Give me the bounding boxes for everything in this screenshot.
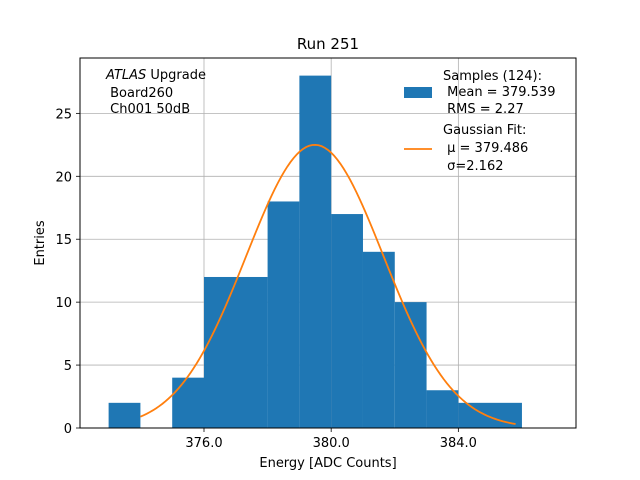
fit-curve-path (140, 143, 516, 425)
y-axis-label: Entries (33, 220, 48, 266)
histogram-bar (267, 201, 300, 428)
y-tick-label: 25 (55, 107, 72, 122)
legend-samples-rms: RMS = 2.27 (443, 102, 524, 117)
annotation-board: Board260 (106, 86, 173, 101)
y-tick-label: 15 (55, 233, 72, 248)
chart-title: Run 251 (297, 35, 359, 53)
histogram-bar (394, 302, 427, 428)
legend: Samples (124): Mean = 379.539 RMS = 2.27… (404, 69, 555, 174)
atlas-label: ATLAS (105, 68, 146, 83)
upgrade-label: Upgrade (146, 68, 206, 83)
x-tick-label: 376.0 (185, 436, 222, 451)
annotation-line-1: ATLAS Upgrade (105, 68, 206, 83)
y-tick-label: 10 (55, 296, 72, 311)
y-tick-label: 5 (64, 359, 72, 374)
legend-fit-title: Gaussian Fit: (443, 123, 526, 138)
legend-samples-title: Samples (124): (443, 69, 542, 84)
y-tick-label: 20 (55, 170, 72, 185)
x-tick-label: 384.0 (440, 436, 477, 451)
y-tick-label: 0 (64, 422, 72, 437)
legend-samples-patch (404, 87, 432, 98)
axis-ticks: 376.0 380.0 384.0 0 5 10 15 20 25 (55, 107, 477, 451)
histogram-bars (108, 75, 522, 428)
atlas-annotation: ATLAS Upgrade Board260 Ch001 50dB (105, 68, 206, 117)
histogram-bar (108, 402, 141, 428)
histogram-bar (299, 75, 332, 428)
annotation-channel: Ch001 50dB (106, 102, 190, 117)
x-tick-label: 380.0 (313, 436, 350, 451)
gaussian-fit-curve (140, 143, 516, 425)
histogram-bar (331, 214, 363, 428)
plot-frame (79, 57, 577, 429)
histogram-bar (204, 276, 268, 428)
histogram-bar (426, 390, 459, 428)
x-axis-label: Energy [ADC Counts] (259, 456, 396, 471)
legend-fit-sigma: σ=2.162 (443, 159, 503, 174)
histogram-bar (362, 251, 395, 428)
histogram-bar (172, 377, 204, 428)
legend-fit-mu: μ = 379.486 (443, 141, 528, 156)
legend-samples-mean: Mean = 379.539 (443, 85, 555, 100)
